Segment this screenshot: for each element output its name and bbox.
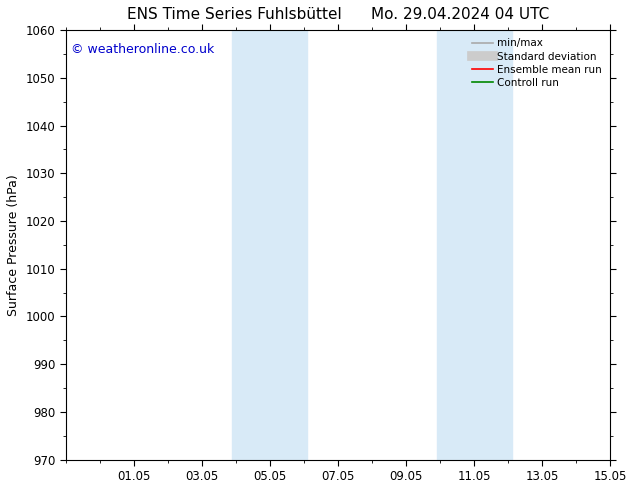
Bar bbox=[233, 30, 307, 460]
Y-axis label: Surface Pressure (hPa): Surface Pressure (hPa) bbox=[7, 174, 20, 316]
Bar bbox=[437, 30, 512, 460]
Text: © weatheronline.co.uk: © weatheronline.co.uk bbox=[71, 43, 214, 56]
Legend: min/max, Standard deviation, Ensemble mean run, Controll run: min/max, Standard deviation, Ensemble me… bbox=[469, 35, 605, 91]
Title: ENS Time Series Fuhlsbüttel      Mo. 29.04.2024 04 UTC: ENS Time Series Fuhlsbüttel Mo. 29.04.20… bbox=[127, 7, 549, 22]
